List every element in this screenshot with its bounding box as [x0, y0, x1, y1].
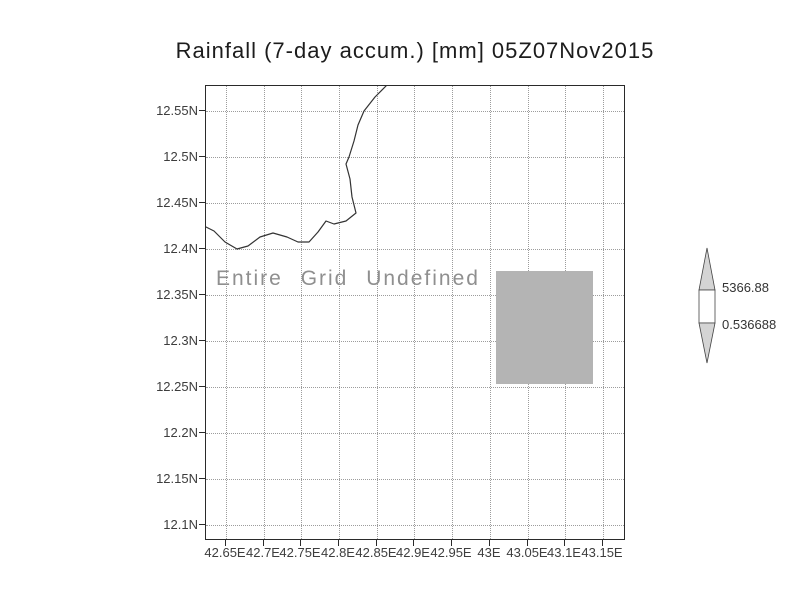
gridline-v [339, 86, 340, 539]
x-tick-mark [413, 540, 414, 546]
gridline-v [603, 86, 604, 539]
y-tick-label: 12.3N [163, 333, 198, 348]
gridline-h [206, 433, 624, 434]
x-tick-mark [338, 540, 339, 546]
y-tick-label: 12.5N [163, 149, 198, 164]
y-tick-mark [199, 478, 205, 479]
gridline-v [377, 86, 378, 539]
gridline-h [206, 341, 624, 342]
gridline-h [206, 525, 624, 526]
x-tick-mark [225, 540, 226, 546]
x-tick-mark [602, 540, 603, 546]
x-tick-mark [564, 540, 565, 546]
x-tick-label: 43.15E [581, 545, 623, 560]
y-tick-mark [199, 524, 205, 525]
y-tick-label: 12.15N [156, 471, 198, 486]
y-tick-label: 12.1N [163, 517, 198, 532]
x-tick-mark [527, 540, 528, 546]
x-tick-label: 42.85E [355, 545, 397, 560]
colorbar-min-label: 0.536688 [722, 317, 777, 332]
x-tick-label: 42.9E [396, 545, 430, 560]
y-tick-mark [199, 386, 205, 387]
x-tick-mark [451, 540, 452, 546]
x-tick-mark [300, 540, 301, 546]
x-tick-mark [376, 540, 377, 546]
y-tick-mark [199, 294, 205, 295]
undefined-annotation: Entire Grid Undefined [216, 267, 480, 290]
x-tick-label: 43.05E [506, 545, 548, 560]
y-tick-mark [199, 156, 205, 157]
gridline-h [206, 157, 624, 158]
x-tick-label: 42.95E [430, 545, 472, 560]
gridline-v [226, 86, 227, 539]
x-tick-mark [263, 540, 264, 546]
x-tick-label: 42.8E [321, 545, 355, 560]
x-tick-label: 43E [477, 545, 501, 560]
gridline-h [206, 479, 624, 480]
y-tick-label: 12.55N [156, 103, 198, 118]
y-tick-label: 12.45N [156, 195, 198, 210]
gridline-h [206, 203, 624, 204]
x-tick-label: 42.75E [279, 545, 321, 560]
colorbar [698, 247, 716, 364]
gridline-h [206, 111, 624, 112]
y-tick-label: 12.2N [163, 425, 198, 440]
y-tick-mark [199, 110, 205, 111]
x-tick-mark [489, 540, 490, 546]
x-tick-label: 42.7E [246, 545, 280, 560]
gridline-h [206, 249, 624, 250]
y-tick-label: 12.25N [156, 379, 198, 394]
x-tick-label: 42.65E [204, 545, 246, 560]
gridline-v [452, 86, 453, 539]
coastline [206, 86, 387, 250]
colorbar-max-label: 5366.88 [722, 280, 769, 295]
y-tick-label: 12.35N [156, 287, 198, 302]
gridline-h [206, 387, 624, 388]
gridline-v [490, 86, 491, 539]
y-tick-mark [199, 432, 205, 433]
gridline-h [206, 295, 624, 296]
y-tick-mark [199, 340, 205, 341]
shaded-region [496, 271, 593, 384]
gridline-v [301, 86, 302, 539]
y-tick-mark [199, 248, 205, 249]
y-tick-label: 12.4N [163, 241, 198, 256]
x-tick-label: 43.1E [547, 545, 581, 560]
y-tick-mark [199, 202, 205, 203]
gridline-v [414, 86, 415, 539]
chart-title: Rainfall (7-day accum.) [mm] 05Z07Nov201… [175, 38, 655, 63]
gridline-v [264, 86, 265, 539]
plot-area: Entire Grid Undefined [205, 85, 625, 540]
